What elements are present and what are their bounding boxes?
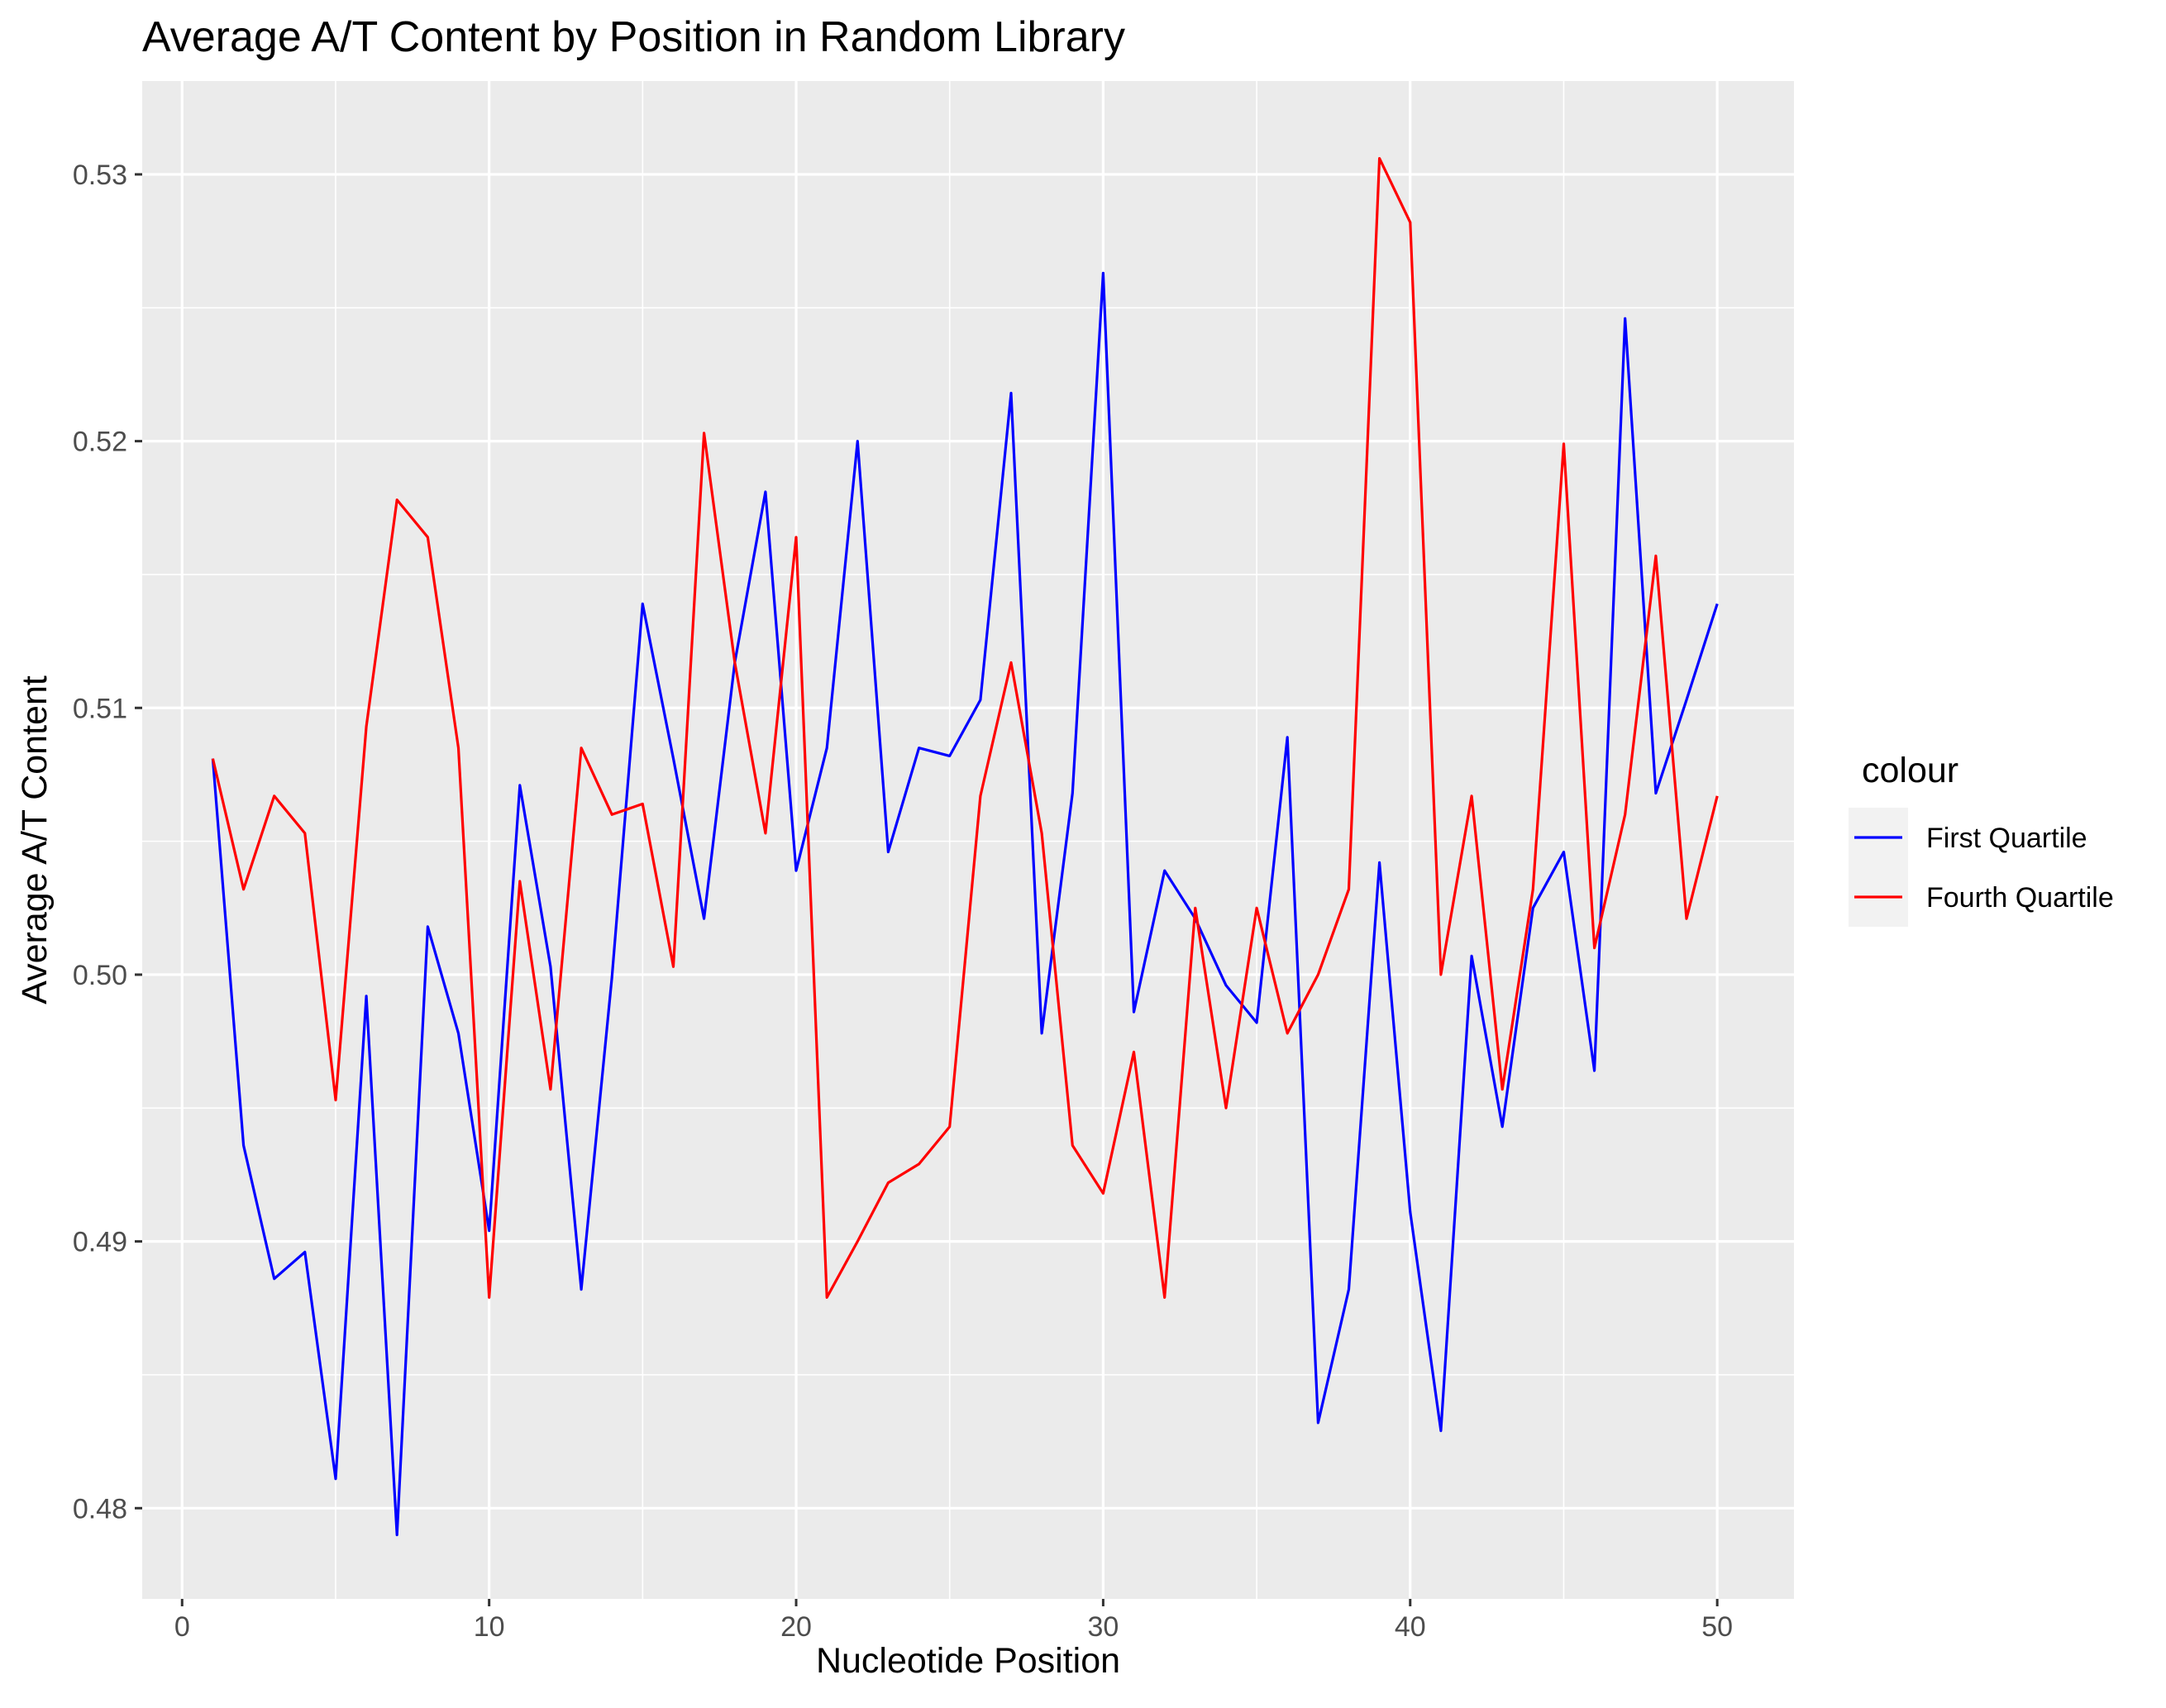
y-tick-label: 0.50: [73, 960, 127, 991]
y-tick-label: 0.49: [73, 1227, 127, 1258]
series-line-first-quartile: [211, 271, 1719, 1537]
series-line-fourth-quartile: [211, 157, 1719, 1300]
y-tick-label: 0.52: [73, 427, 127, 458]
x-tick-label: 40: [1395, 1611, 1426, 1643]
legend-label: Fourth Quartile: [1926, 882, 2114, 914]
legend-title: colour: [1862, 751, 1958, 790]
y-tick-label: 0.51: [73, 693, 127, 724]
x-tick-label: 30: [1087, 1611, 1119, 1643]
series-lines: [211, 157, 1719, 1537]
legend-label: First Quartile: [1926, 823, 2087, 854]
x-tick-label: 50: [1701, 1611, 1733, 1643]
chart-title: Average A/T Content by Position in Rando…: [142, 13, 1125, 61]
y-tick-label: 0.53: [73, 160, 127, 191]
x-tick-label: 10: [474, 1611, 505, 1643]
major-gridlines: [142, 81, 1794, 1599]
x-tick-label: 20: [780, 1611, 812, 1643]
y-axis-title: Average A/T Content: [15, 675, 55, 1004]
y-axis: 0.48 0.49 0.50 0.51 0.52 0.53: [73, 160, 142, 1524]
plot-panel: [142, 81, 1794, 1599]
legend-items: First Quartile Fourth Quartile: [1849, 808, 2114, 927]
legend: colour First Quartile Fourth Quartile: [1849, 751, 2114, 927]
x-axis-title: Nucleotide Position: [816, 1641, 1120, 1681]
x-axis: 0 10 20 30 40 50: [174, 1599, 1733, 1643]
x-tick-label: 0: [174, 1611, 190, 1643]
y-tick-label: 0.48: [73, 1493, 127, 1524]
